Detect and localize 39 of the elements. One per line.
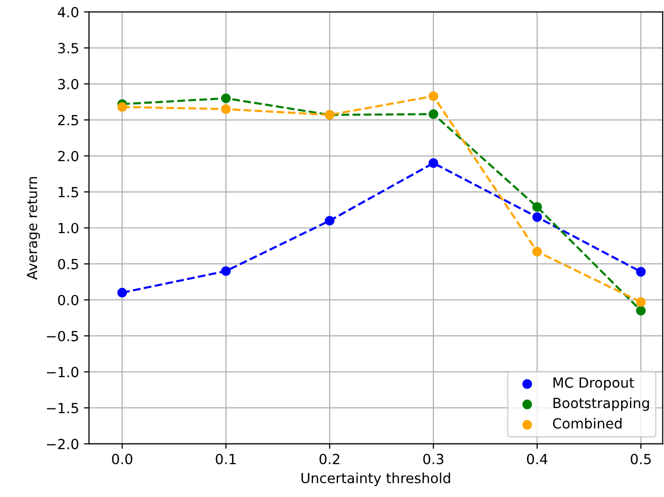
point — [428, 91, 438, 102]
point — [532, 212, 542, 222]
x-tick-label: 0.4 — [527, 454, 548, 464]
y-tick-label: 2.0 — [58, 150, 78, 162]
point — [428, 109, 438, 120]
y-axis-title: Average return — [26, 177, 40, 280]
y-tick-label: −1.5 — [47, 402, 78, 414]
legend-label: Bootstrapping — [554, 397, 649, 411]
point — [221, 104, 231, 114]
x-tick-label: 0.5 — [630, 454, 651, 464]
x-tick-label: 0.3 — [423, 454, 444, 464]
point — [636, 297, 646, 307]
y-tick-label: 3.5 — [58, 42, 78, 54]
y-tick-label: −0.5 — [47, 330, 78, 342]
point — [221, 93, 231, 104]
y-tick-label: 1.5 — [58, 187, 78, 198]
y-tick-label: 3.0 — [58, 78, 78, 90]
point — [636, 266, 646, 277]
point — [117, 102, 128, 112]
y-tick-label: 0.0 — [58, 294, 78, 306]
point — [428, 158, 438, 168]
y-tick-label: −2.0 — [47, 438, 78, 450]
y-tick-label: 0.5 — [58, 258, 78, 270]
point — [324, 216, 335, 226]
x-tick-label: 0.0 — [112, 454, 132, 464]
y-tick-label: 2.5 — [58, 114, 78, 126]
point — [221, 266, 231, 276]
legend-label: MC Dropout — [554, 377, 634, 391]
x-tick-label: 0.1 — [216, 454, 236, 464]
point — [532, 246, 542, 256]
point — [532, 202, 542, 212]
legend-label: Combined — [552, 418, 622, 429]
x-axis-title: Uncertainty threshold — [302, 472, 450, 486]
y-tick-label: −1.0 — [47, 366, 78, 378]
y-tick-label: 1.0 — [58, 222, 78, 234]
point — [117, 288, 128, 298]
x-tick-label: 0.2 — [320, 454, 340, 464]
y-tick-label: 4.0 — [58, 6, 78, 18]
point — [636, 306, 646, 316]
